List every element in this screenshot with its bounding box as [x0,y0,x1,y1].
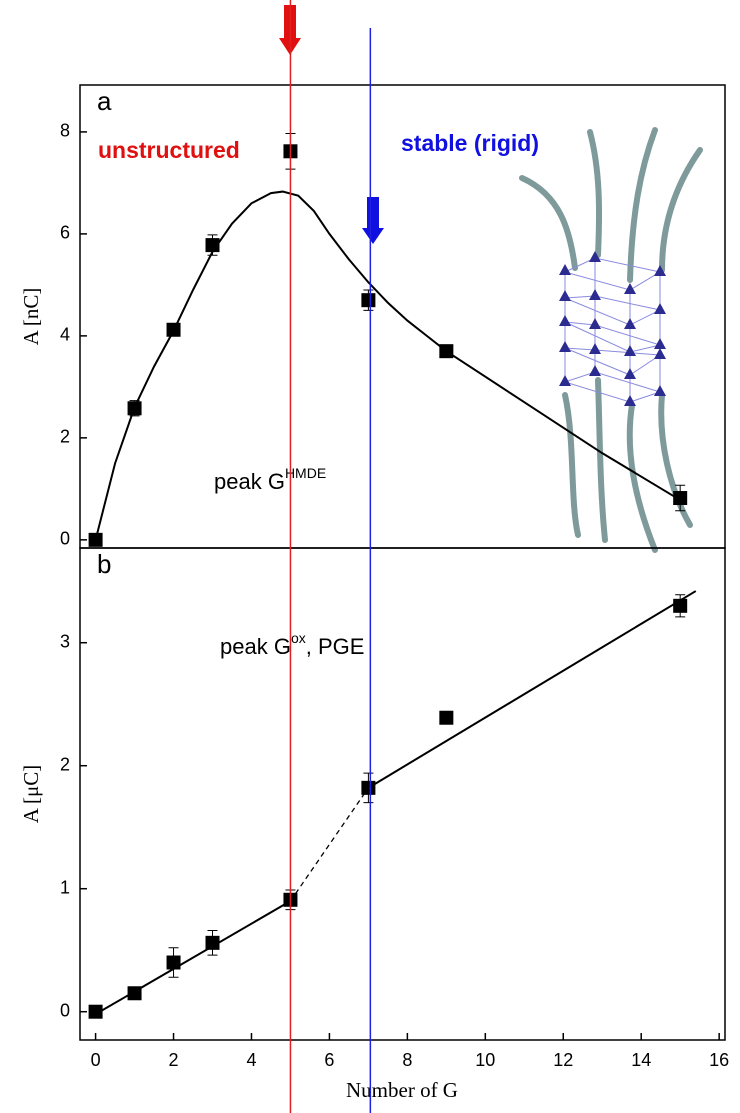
data-point [361,293,376,308]
x-axis-label: Number of G [346,1078,458,1102]
data-point [439,344,454,359]
y-tick-label: 0 [60,1000,70,1020]
data-point [166,322,181,337]
data-point [673,491,688,506]
data-point [166,955,181,970]
plot-frame [79,547,726,1041]
annotation: peak GHMDE [214,465,326,494]
data-point [127,986,142,1001]
data-point [361,780,376,795]
panel-label: b [97,549,111,579]
lattice-nodes [559,251,666,406]
y-tick-label: 3 [60,631,70,651]
annotation-text: peak G [214,469,285,494]
y-tick-label: 4 [60,325,70,345]
y-axis-label: A [nC] [19,288,43,346]
y-tick-label: 2 [60,427,70,447]
x-tick-label: 12 [553,1050,573,1070]
annotation: stable (rigid) [401,130,539,156]
y-tick-label: 1 [60,877,70,897]
x-tick-label: 10 [475,1050,495,1070]
illustration [519,127,703,553]
fit-line [95,900,291,1016]
data-point [205,238,220,253]
x-tick-label: 8 [402,1050,412,1070]
y-tick-label: 6 [60,223,70,243]
lattice [563,257,662,403]
x-tick-label: 14 [631,1050,651,1070]
x-tick-label: 2 [169,1050,179,1070]
annotation-text: peak G [220,634,291,659]
blue-arrow [362,197,384,244]
annotation-sup: HMDE [285,465,326,481]
y-axis-label: A [μC] [19,765,43,824]
x-tick-label: 4 [246,1050,256,1070]
x-tick-label: 0 [91,1050,101,1070]
fit-line [367,590,697,789]
fit-line [94,190,681,541]
data-point [88,1004,103,1019]
y-tick-label: 2 [60,754,70,774]
data-point [127,401,142,416]
annotation-tail: , PGE [306,634,365,659]
annotation: peak Gox, PGE [220,630,364,659]
y-tick-label: 0 [60,529,70,549]
fit-line [289,787,369,902]
data-point [88,532,103,547]
data-point [205,935,220,950]
annotation: unstructured [98,137,240,163]
data-point [439,710,454,725]
x-tick-label: 6 [324,1050,334,1070]
data-point [673,598,688,613]
x-tick-label: 16 [709,1050,729,1070]
y-tick-label: 8 [60,121,70,141]
annotation-sup: ox [291,630,306,646]
panel-label: a [97,86,112,116]
